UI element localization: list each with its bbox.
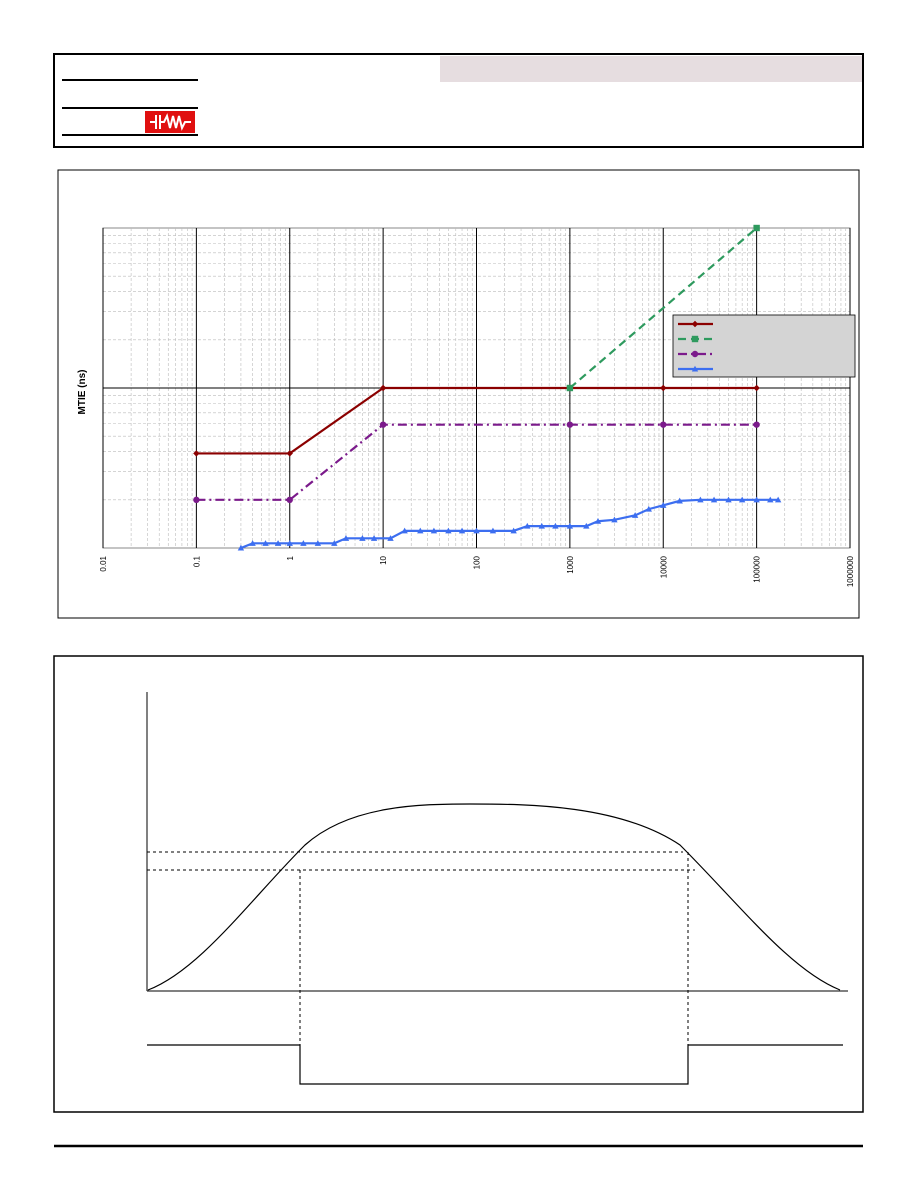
y-axis-label: MTIE (ns) xyxy=(77,370,88,415)
marker xyxy=(331,540,338,546)
x-tick-label: 100 xyxy=(473,555,482,569)
marker xyxy=(566,384,574,392)
marker xyxy=(193,450,200,457)
series-line xyxy=(240,498,779,550)
x-tick-label: 10000 xyxy=(659,555,668,578)
x-tick-label: 1 xyxy=(286,555,295,560)
plot: 0.01 0.1 1 10 100 1000 10000 100000 1000000 xyxy=(99,224,856,587)
marker xyxy=(458,527,466,534)
x-tick-label: 0.1 xyxy=(192,555,201,567)
marker xyxy=(738,496,746,503)
marker xyxy=(611,516,618,523)
marker xyxy=(473,527,480,534)
timing-diagram xyxy=(146,692,848,1085)
marker xyxy=(660,421,667,428)
marker xyxy=(566,421,574,428)
marker xyxy=(725,496,732,503)
marker xyxy=(401,527,408,534)
marker xyxy=(193,496,200,504)
legend xyxy=(672,314,856,378)
marker xyxy=(370,535,378,541)
marker xyxy=(753,421,760,428)
marker xyxy=(594,518,602,524)
marker xyxy=(237,544,245,551)
marker xyxy=(379,384,387,392)
marker xyxy=(314,540,322,546)
diagram-frame xyxy=(53,655,864,1113)
x-tick-label: 1000 xyxy=(566,555,575,573)
marker xyxy=(691,365,699,372)
marker xyxy=(510,527,517,534)
x-tick-label: 1000000 xyxy=(846,555,855,587)
marker xyxy=(359,535,366,541)
marker xyxy=(691,335,699,343)
marker xyxy=(676,497,683,504)
marker xyxy=(379,421,387,428)
marker xyxy=(286,540,293,546)
marker xyxy=(691,350,699,358)
marker xyxy=(387,535,394,541)
marker xyxy=(286,450,293,457)
logo xyxy=(145,111,195,133)
marker xyxy=(417,527,424,534)
marker xyxy=(262,540,269,546)
chart-frame xyxy=(57,169,860,619)
marker xyxy=(645,505,652,512)
x-tick-label: 10 xyxy=(379,555,388,564)
x-tick-label: 100000 xyxy=(753,555,762,582)
marker xyxy=(774,496,782,503)
marker xyxy=(753,224,760,232)
marker xyxy=(445,527,452,534)
marker xyxy=(566,522,574,529)
x-tick-label: 0.01 xyxy=(99,555,108,571)
series-line xyxy=(196,423,757,501)
marker xyxy=(300,540,307,546)
marker xyxy=(249,540,256,546)
header-bar xyxy=(440,56,862,82)
marker xyxy=(342,535,350,541)
marker xyxy=(691,320,699,328)
series-line xyxy=(569,227,758,389)
marker xyxy=(430,527,438,534)
marker xyxy=(660,502,667,508)
marker xyxy=(274,540,282,546)
marker xyxy=(552,522,559,529)
marker xyxy=(697,496,704,503)
marker xyxy=(524,522,531,529)
series-line xyxy=(196,386,757,455)
marker xyxy=(583,522,590,529)
marker xyxy=(538,522,545,529)
header-box xyxy=(53,53,864,148)
marker xyxy=(710,496,718,503)
marker xyxy=(286,496,293,504)
marker xyxy=(660,384,667,392)
marker xyxy=(631,512,639,518)
marker xyxy=(753,496,760,503)
marker xyxy=(767,496,774,503)
marker xyxy=(753,384,760,392)
marker xyxy=(489,527,497,534)
